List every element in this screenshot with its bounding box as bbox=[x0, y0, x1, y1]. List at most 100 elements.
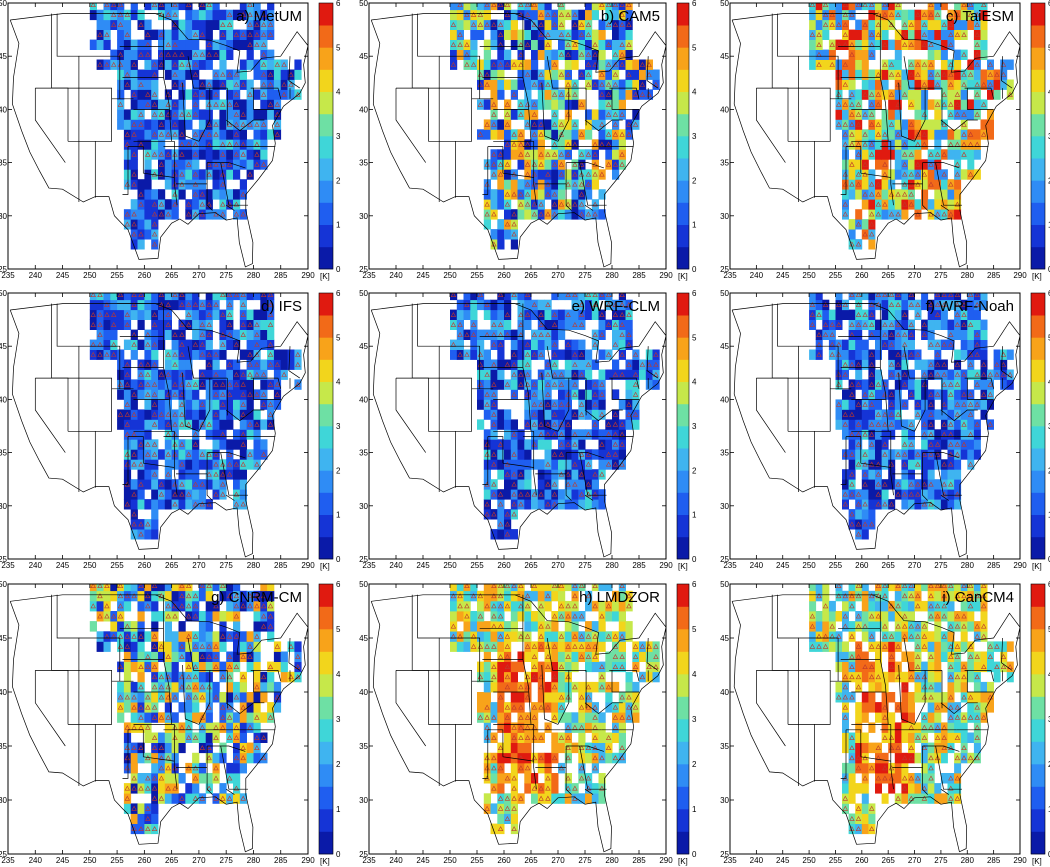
colorbar-tick-label: 5 bbox=[1048, 333, 1050, 342]
grid-cell bbox=[842, 209, 849, 220]
grid-cell bbox=[591, 29, 599, 40]
grid-cell bbox=[927, 489, 935, 500]
significance-triangle bbox=[260, 293, 267, 297]
significance-triangle bbox=[612, 371, 619, 377]
grid-cell bbox=[103, 349, 111, 360]
grid-cell bbox=[504, 19, 512, 30]
grid-cell bbox=[531, 209, 539, 220]
significance-triangle bbox=[477, 361, 484, 367]
colorbar-segment bbox=[1031, 246, 1045, 270]
significance-triangle bbox=[868, 91, 875, 97]
significance-triangle bbox=[158, 481, 165, 487]
grid-cell bbox=[267, 349, 275, 360]
grid-cell bbox=[894, 319, 902, 330]
grid-cell bbox=[848, 293, 856, 301]
grid-cell bbox=[855, 409, 863, 420]
grid-cell bbox=[598, 459, 606, 470]
significance-triangle bbox=[605, 21, 612, 27]
significance-triangle bbox=[888, 121, 895, 127]
grid-cell bbox=[510, 489, 518, 500]
grid-cell bbox=[185, 293, 193, 301]
state-line bbox=[798, 55, 839, 99]
grid-cell bbox=[973, 99, 981, 110]
grid-cell bbox=[226, 329, 234, 340]
grid-cell bbox=[960, 389, 968, 400]
grid-cell bbox=[490, 39, 498, 50]
significance-triangle bbox=[254, 461, 260, 467]
significance-triangle bbox=[948, 111, 954, 117]
significance-triangle bbox=[138, 121, 144, 127]
y-tick-label: 35 bbox=[720, 159, 729, 168]
significance-triangle bbox=[578, 471, 585, 477]
grid-cell bbox=[490, 399, 498, 410]
colorbar-segment bbox=[319, 470, 333, 493]
grid-cell bbox=[842, 149, 849, 160]
grid-cell bbox=[881, 489, 889, 500]
grid-cell bbox=[531, 109, 539, 120]
grid-cell bbox=[894, 169, 902, 180]
grid-cell bbox=[477, 389, 485, 400]
grid-cell bbox=[524, 99, 532, 110]
grid-cell bbox=[967, 9, 975, 21]
grid-cell bbox=[571, 439, 579, 450]
grid-cell bbox=[908, 199, 915, 210]
grid-cell bbox=[226, 399, 234, 410]
grid-cell bbox=[591, 339, 599, 350]
grid-cell bbox=[483, 39, 491, 50]
grid-cell bbox=[967, 349, 975, 360]
grid-cell bbox=[137, 79, 145, 90]
significance-triangle bbox=[605, 41, 612, 47]
grid-cell bbox=[246, 79, 254, 90]
grid-cell bbox=[531, 389, 539, 400]
grid-cell bbox=[456, 329, 464, 340]
grid-cell bbox=[551, 29, 559, 40]
grid-cell bbox=[246, 159, 254, 170]
state-line bbox=[34, 378, 66, 453]
significance-triangle bbox=[199, 331, 206, 337]
significance-triangle bbox=[233, 293, 240, 297]
grid-cell bbox=[564, 449, 572, 460]
grid-cell bbox=[967, 419, 975, 430]
grid-cell bbox=[578, 9, 586, 21]
state-line bbox=[482, 146, 489, 195]
grid-cell bbox=[980, 49, 988, 60]
state-line bbox=[940, 119, 978, 132]
grid-cell bbox=[178, 79, 186, 90]
grid-cell bbox=[632, 109, 640, 120]
grid-cell bbox=[934, 19, 942, 30]
grid-cell bbox=[212, 189, 220, 200]
grid-cell bbox=[96, 319, 104, 330]
significance-triangle bbox=[117, 293, 124, 297]
grid-cell bbox=[809, 299, 817, 311]
grid-cell bbox=[239, 29, 247, 40]
grid-cell bbox=[591, 379, 599, 390]
grid-cell bbox=[927, 29, 935, 40]
grid-cell bbox=[198, 489, 207, 500]
grid-cell bbox=[497, 309, 505, 320]
significance-triangle bbox=[124, 11, 131, 17]
grid-cell bbox=[267, 359, 275, 370]
significance-triangle bbox=[165, 111, 171, 117]
significance-triangle bbox=[497, 521, 504, 527]
grid-cell bbox=[894, 293, 902, 301]
grid-cell bbox=[171, 99, 179, 110]
significance-triangle bbox=[612, 311, 619, 317]
significance-triangle bbox=[578, 201, 585, 207]
grid-cell bbox=[544, 479, 552, 490]
significance-triangle bbox=[172, 3, 178, 7]
state-line bbox=[579, 162, 607, 206]
state-line bbox=[565, 162, 572, 211]
colorbar-segment bbox=[1031, 113, 1045, 137]
significance-triangle bbox=[921, 171, 928, 177]
grid-cell bbox=[855, 99, 863, 110]
grid-cell bbox=[158, 29, 166, 40]
significance-triangle bbox=[192, 31, 199, 37]
colorbar-tick-label: 4 bbox=[692, 88, 697, 97]
grid-cell bbox=[855, 459, 863, 470]
colorbar-segment bbox=[1031, 158, 1045, 181]
significance-triangle bbox=[267, 31, 274, 37]
grid-cell bbox=[537, 349, 545, 360]
significance-triangle bbox=[875, 91, 882, 97]
grid-cell bbox=[888, 389, 896, 400]
x-tick-label: 275 bbox=[220, 271, 234, 280]
